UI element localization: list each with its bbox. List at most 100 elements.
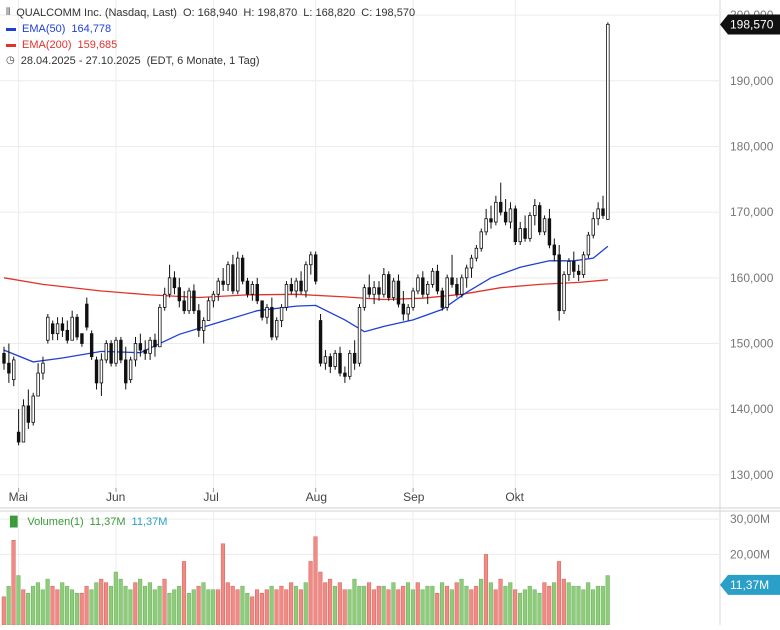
legend-high: H: 198,870 [243, 7, 298, 19]
candle-body-down [65, 329, 70, 341]
candle [119, 336, 123, 364]
candle-body-up [167, 277, 172, 295]
candle-body-up [382, 274, 386, 295]
candle-body-down [221, 280, 225, 285]
candle-body-up [21, 405, 26, 443]
candle [396, 274, 401, 308]
candle [99, 353, 104, 397]
candle [197, 304, 201, 337]
volume-bar-down [196, 585, 201, 626]
candle [484, 208, 488, 236]
candle-body-down [552, 244, 557, 256]
volume-bar-down [235, 589, 240, 626]
volume-bar-down [99, 578, 104, 626]
volume-bar-down [469, 589, 474, 626]
candle [469, 254, 474, 278]
candle [348, 350, 352, 380]
volume-bar-down [444, 585, 450, 626]
candle [60, 317, 65, 337]
volume-bar-up [240, 585, 245, 626]
time-tick-label: Aug [306, 490, 327, 504]
candle-body-down [138, 343, 143, 351]
volume-bar-down [542, 582, 547, 626]
candle-body-up [494, 201, 498, 223]
candle-body-down [401, 303, 406, 315]
price-tick-label: 140,000 [730, 402, 774, 416]
volume-bar-up [352, 578, 357, 626]
candle [455, 277, 459, 298]
volume-bar-down [259, 592, 264, 626]
candle [357, 304, 362, 367]
volume-bar-up [449, 589, 454, 626]
candle-body-down [75, 316, 79, 338]
candle [158, 304, 162, 348]
candle [313, 251, 318, 285]
candle-body-down [85, 303, 89, 328]
legend-row-ema200[interactable]: EMA(200) 159,685 [6, 37, 421, 53]
candle-body-down [547, 218, 552, 246]
volume-bar-up [123, 585, 128, 626]
candle-body-down [89, 333, 94, 358]
candle-body-down [367, 287, 371, 295]
candle [352, 340, 357, 370]
legend-row-ema50[interactable]: EMA(50) 164,778 [6, 21, 421, 37]
price-tick-label: 130,000 [730, 468, 774, 482]
volume-value-2: 11,37M [131, 516, 168, 528]
candle-body-up [357, 306, 362, 364]
volume-bar-up [532, 589, 537, 626]
candle [450, 254, 454, 288]
candle-body-down [231, 264, 235, 292]
volume-bar-down [216, 589, 221, 626]
volume-bar-up [245, 592, 250, 626]
candle-body-down [538, 205, 542, 233]
volume-bar-up [600, 585, 605, 626]
volume-bar-up [595, 585, 600, 626]
volume-bar-up [552, 582, 557, 626]
volume-bar-down [371, 589, 376, 626]
volume-bar-up [69, 589, 75, 626]
candle-body-down [513, 208, 518, 243]
candle-body-up [133, 343, 138, 361]
volume-bar-up [581, 589, 586, 626]
candle-body-down [421, 277, 425, 295]
ema200-line [3, 277, 608, 301]
volume-bar-up [60, 582, 65, 626]
volume-bar-up [430, 585, 435, 626]
candle [55, 317, 60, 341]
candle [265, 304, 269, 324]
candle-body-up [591, 218, 595, 236]
candle-body-down [489, 218, 493, 223]
chart-legend: ⫴ QUALCOMM Inc. (Nasdaq, Last) O: 168,94… [6, 5, 421, 69]
candle [318, 313, 323, 367]
volume-bar-up [522, 589, 527, 626]
volume-bar-up [269, 585, 274, 626]
candle-body-down [503, 211, 508, 223]
candle-body-up [148, 339, 152, 354]
candle [367, 274, 371, 298]
candle-body-up [211, 293, 216, 302]
candle-body-up [41, 362, 45, 374]
candle [133, 336, 138, 367]
volume-bar-up [206, 589, 211, 626]
candle [542, 215, 547, 236]
volume-bar-down [328, 578, 333, 626]
candle-body-up [55, 323, 60, 335]
volume-bar-up [332, 585, 338, 626]
candle-body-down [255, 284, 259, 302]
candle [16, 409, 21, 446]
candle-body-up [425, 284, 430, 295]
candle [70, 310, 74, 341]
candle-body-down [576, 270, 581, 275]
volume-bar-up [391, 582, 396, 626]
candle [391, 277, 396, 301]
volume-bar-up [425, 585, 430, 626]
candle [279, 304, 284, 328]
candle-body-up [362, 287, 367, 308]
candle-body-up [304, 264, 308, 292]
candle [596, 202, 600, 226]
volume-bar-up [591, 589, 596, 626]
candle-body-up [508, 208, 513, 223]
volume-bar-down [547, 585, 552, 626]
